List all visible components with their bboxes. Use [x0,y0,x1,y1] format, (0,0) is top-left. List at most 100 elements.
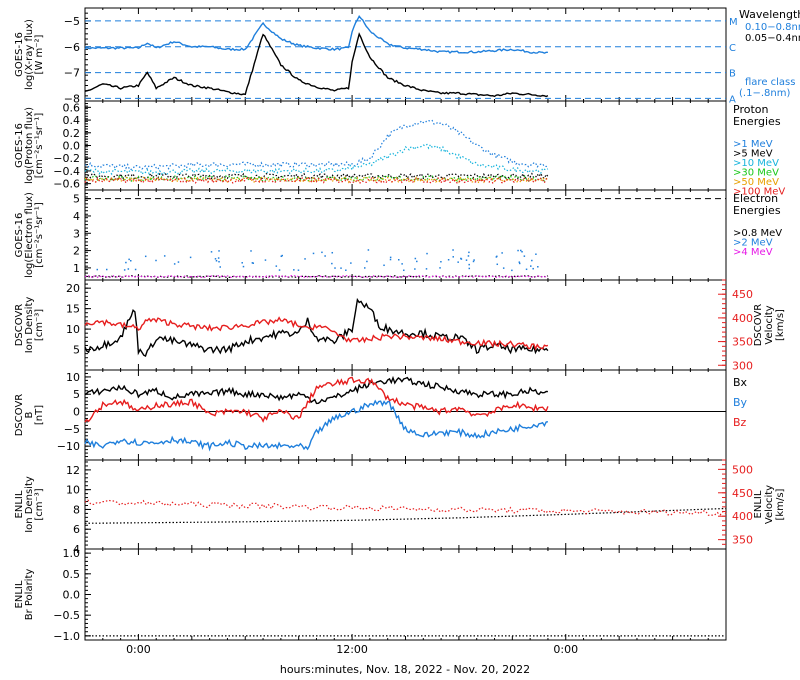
legend-entry: 0.10−0.8nm [745,22,800,33]
flare-class-letter: M [729,17,738,28]
flare-class-letter: A [729,94,736,105]
data-point [520,249,522,252]
data-point [189,256,192,259]
y-tick-label: 0.0 [63,140,81,153]
y-axis-label-line: GOES-16 [14,32,25,77]
series-line [84,316,549,351]
y-axis-label: ENLILIon Density[cm⁻³] [14,476,45,533]
data-point [219,266,221,268]
y-axis-label-line: [cm⁻³] [34,488,45,520]
data-point [264,259,267,261]
data-point [425,268,428,270]
data-point [496,263,499,266]
data-point [334,267,336,269]
panel-frame [84,548,727,641]
data-point [457,261,459,263]
data-point [144,255,147,258]
legend-entry: 0.05−0.4nm [745,33,800,44]
data-point [210,251,213,253]
data-point [501,252,503,254]
y-tick-label: 20 [66,282,80,295]
y2-axis-label-line: ENLIL [753,490,764,518]
y-axis-label-line: log(X-ray flux) [24,19,35,90]
y-tick-label: 0.5 [63,568,81,581]
panel-frame [84,189,727,281]
data-point [468,263,470,266]
y-axis-label-line: Ion Density [24,476,35,533]
x-axis-title: hours:minutes, Nov. 18, 2022 - Nov. 20, … [280,663,530,676]
y-axis-label-line: DSCOVR [14,304,25,347]
y2-tick-label: 350 [732,336,753,349]
data-point [447,259,450,261]
data-point [275,265,278,267]
y-tick-label: 3 [73,227,80,240]
data-point [123,269,126,271]
y2-axis-label-line: [km/s] [775,488,786,520]
data-point [467,255,470,257]
data-point [468,267,471,270]
y-tick-label: 10 [66,371,80,384]
data-point [350,262,352,264]
data-point [389,256,392,259]
y-tick-label: 10 [66,484,80,497]
y-axis-label-line: DSCOVR [14,394,25,437]
legend-note: (.1−.8nm) [739,88,790,99]
legend-entry: >5 MeV [733,149,773,160]
legend-title: Wavelength [739,8,800,21]
data-point [281,254,283,257]
data-point [173,263,176,265]
y-axis-label: DSCOVRIon Density[cm⁻³] [14,297,45,354]
y-tick-label: −7 [64,67,80,80]
y-tick-label: 15 [66,303,80,316]
panel-enlil_polarity: 1.0 0.5 0.0 −0.5 −1.0 ENLILBr Polarity [14,547,727,643]
legend-entry-text: Bz [733,416,747,429]
data-point [525,268,528,271]
y2-axis-label-line: DSCOVR [753,304,764,347]
y-tick-label: 0.2 [63,127,81,140]
data-point [214,258,217,260]
data-point [398,259,400,261]
panel-electron: 5 4 3 2 1 GOES-16log(Electron flux)[cm⁻²s⁻¹sr… [14,189,782,281]
y-tick-label: −0.6 [53,178,80,191]
data-point [367,249,370,251]
legend-entry-text: By [733,396,748,409]
series--2-mev [96,249,539,272]
y-tick-label: −6 [64,41,80,54]
data-point [155,259,157,262]
data-point [518,261,521,263]
data-point [416,260,418,263]
y2-axis-label-line: Velocity [764,305,775,344]
legend-title: Electron [733,192,778,205]
data-point [452,249,454,251]
y-tick-label: 5 [73,193,80,206]
x-tick-label: 12:00 [336,643,368,656]
y2-tick-label: 400 [732,312,753,325]
data-point [241,262,243,264]
data-point [383,264,385,267]
y-tick-label: −0.4 [53,165,80,178]
data-point [218,250,220,252]
data-point [532,267,534,270]
y-tick-label: 10 [66,323,80,336]
y-axis-label-line: ENLIL [14,580,25,608]
y-tick-label: −8 [64,92,80,105]
series-line [84,143,549,176]
y-tick-label: 0.4 [63,114,81,127]
y-axis-label: GOES-16log(Electron flux)[cm⁻²s⁻¹sr⁻¹] [14,192,45,278]
data-point [134,268,137,271]
y-tick-label: 5 [73,344,80,357]
y-axis-label-line: GOES-16 [14,123,25,168]
data-point [495,256,498,258]
data-point [177,261,180,263]
y-tick-label: 1 [73,262,80,275]
y-axis-label-line: Ion Density [24,297,35,354]
series-line [84,119,549,171]
series-line [84,297,549,357]
data-point [331,251,334,254]
legend-title: Proton [733,103,768,116]
data-point [129,259,132,262]
data-point [535,253,537,255]
y-tick-label: −5 [64,423,80,436]
data-point [217,257,220,259]
